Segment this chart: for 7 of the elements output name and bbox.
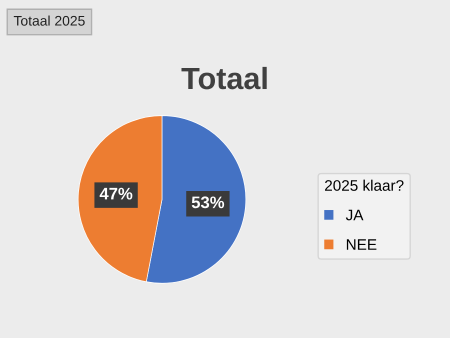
data-label: 47% (100, 188, 132, 200)
text: Totaal 2025 (14, 15, 85, 26)
legend-label: JA (346, 210, 364, 220)
legend-label: NEE (346, 239, 376, 250)
chart-title: Totaal (181, 66, 267, 90)
legend-title: 2025 klaar? (325, 180, 404, 191)
data-label: 53% (192, 196, 224, 208)
